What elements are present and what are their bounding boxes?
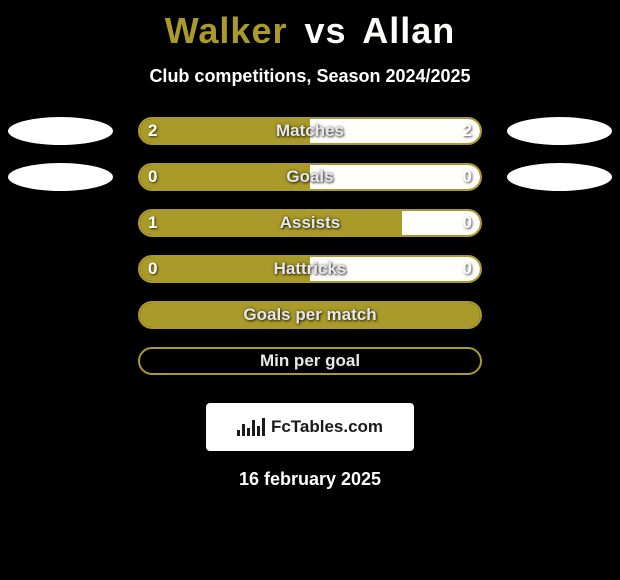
stat-row: Min per goal — [0, 347, 620, 393]
fill-left — [140, 119, 310, 143]
stat-row: Assists10 — [0, 209, 620, 255]
stat-value-left: 2 — [148, 121, 157, 141]
logo-bar — [257, 426, 260, 436]
player-ellipse-left — [8, 163, 113, 191]
stat-row: Goals00 — [0, 163, 620, 209]
logo-bar — [237, 430, 240, 436]
fill-left — [140, 257, 310, 281]
stat-rows-container: Matches22Goals00Assists10Hattricks00Goal… — [0, 117, 620, 393]
subtitle: Club competitions, Season 2024/2025 — [0, 66, 620, 87]
fill-left — [140, 303, 480, 327]
logo-bars-icon — [237, 418, 265, 436]
stat-value-right: 0 — [463, 213, 472, 233]
fill-left — [140, 165, 310, 189]
player-ellipse-left — [8, 117, 113, 145]
logo-bar — [242, 424, 245, 436]
stat-value-right: 2 — [463, 121, 472, 141]
stat-bar — [138, 301, 482, 329]
comparison-title: Walker vs Allan — [0, 10, 620, 52]
stat-bar — [138, 209, 482, 237]
logo-text: FcTables.com — [271, 417, 383, 437]
stat-value-left: 0 — [148, 167, 157, 187]
logo-bar — [262, 418, 265, 436]
player2-name: Allan — [362, 10, 455, 51]
vs-text: vs — [305, 10, 347, 51]
stat-row: Hattricks00 — [0, 255, 620, 301]
player-ellipse-right — [507, 163, 612, 191]
stat-value-left: 0 — [148, 259, 157, 279]
player1-name: Walker — [165, 10, 288, 51]
stat-value-right: 0 — [463, 259, 472, 279]
logo-bar — [247, 428, 250, 436]
stat-value-left: 1 — [148, 213, 157, 233]
stat-bar — [138, 117, 482, 145]
stat-bar — [138, 255, 482, 283]
fill-right — [310, 119, 480, 143]
stat-bar — [138, 163, 482, 191]
fill-left — [140, 211, 402, 235]
stat-row: Goals per match — [0, 301, 620, 347]
fill-right — [310, 165, 480, 189]
player-ellipse-right — [507, 117, 612, 145]
stat-row: Matches22 — [0, 117, 620, 163]
stat-bar — [138, 347, 482, 375]
stat-value-right: 0 — [463, 167, 472, 187]
logo-bar — [252, 420, 255, 436]
logo-box: FcTables.com — [206, 403, 414, 451]
fill-right — [310, 257, 480, 281]
date-label: 16 february 2025 — [0, 469, 620, 490]
